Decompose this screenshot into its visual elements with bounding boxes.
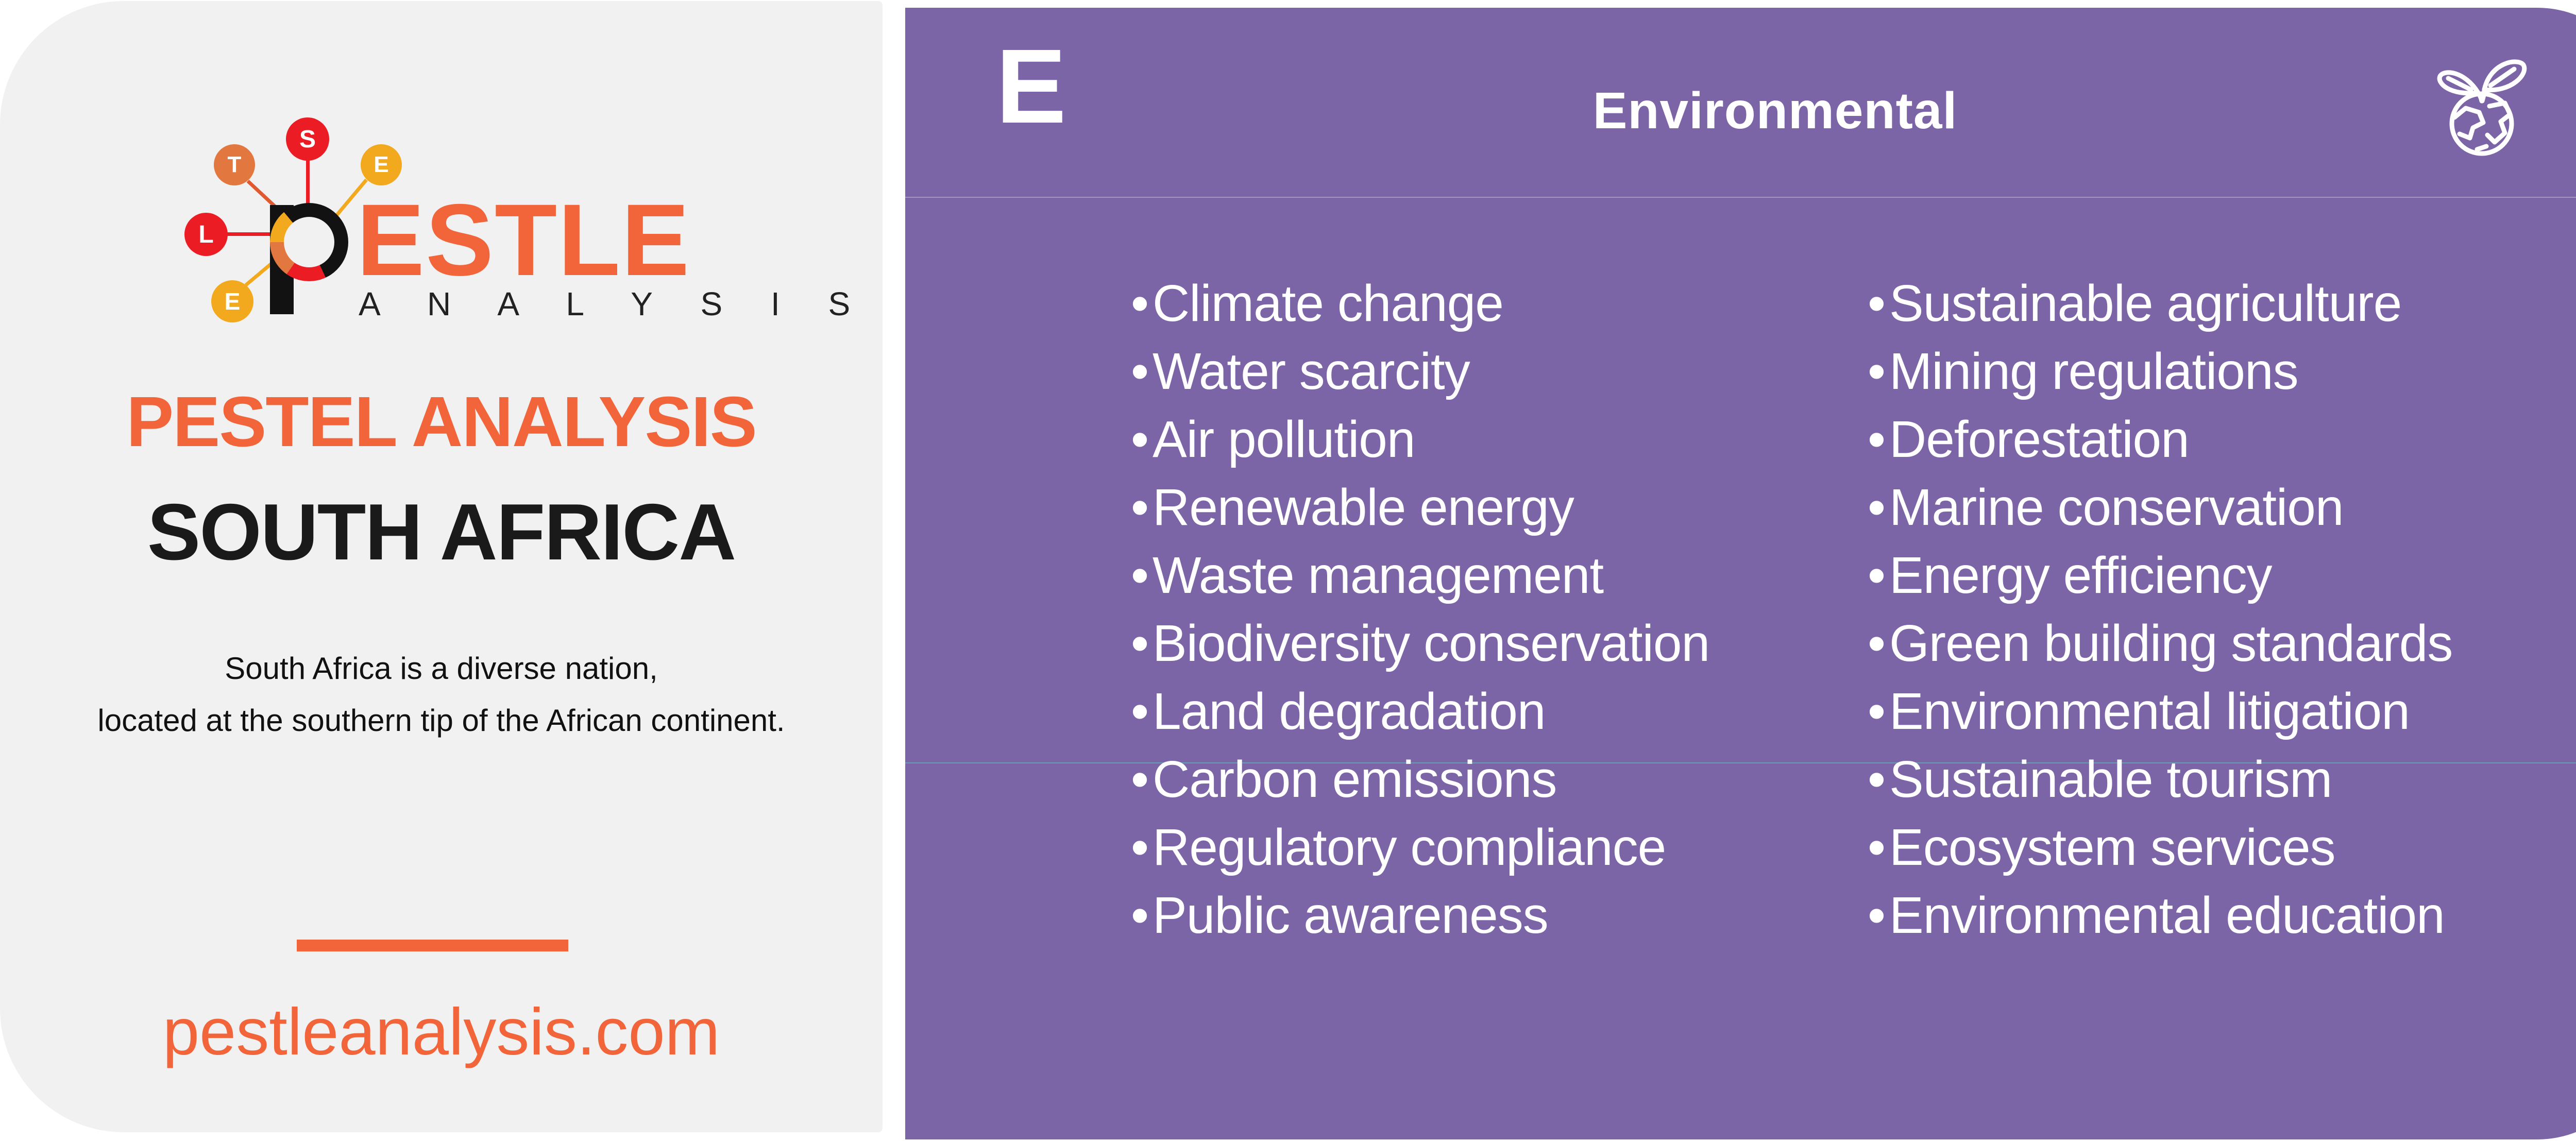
balloon-letter: E (224, 288, 241, 315)
logo-balloon-s: S (286, 117, 329, 161)
list-item: Climate change (1131, 269, 1709, 337)
list-item: Renewable energy (1131, 473, 1709, 541)
list-item: Water scarcity (1131, 337, 1709, 405)
list-item: Sustainable tourism (1868, 745, 2452, 813)
list-item: Carbon emissions (1131, 745, 1709, 813)
country-description: South Africa is a diverse nation, locate… (0, 642, 883, 746)
faint-teal-line (905, 762, 2576, 763)
slide-title: PESTEL ANALYSIS (126, 382, 757, 462)
list-item: Green building standards (1868, 609, 2453, 677)
section-letter: E (996, 27, 1066, 145)
logo-connector-line (306, 159, 310, 208)
slide-subtitle: SOUTH AFRICA (147, 487, 736, 576)
list-item: Regulatory compliance (1131, 813, 1709, 881)
logo-wordmark: ESTLE (357, 183, 691, 297)
list-item: Energy efficiency (1868, 541, 2452, 609)
list-item: Environmental litigation (1868, 677, 2452, 745)
list-item: Biodiversity conservation (1131, 609, 1710, 677)
earth-with-leaves-icon (2433, 57, 2531, 160)
logo-analysis-text: A N A L Y S I S (359, 285, 870, 322)
website-text: pestleanalysis.com (162, 995, 720, 1069)
logo-balloon-e: E (361, 144, 402, 185)
header-divider-line (905, 197, 2576, 198)
list-item: Mining regulations (1868, 337, 2452, 405)
section-title: Environmental (1592, 82, 1958, 140)
balloon-letter: T (227, 152, 242, 177)
orange-divider (297, 940, 568, 951)
balloon-letter: E (374, 152, 389, 177)
factor-list-left: Climate change Water scarcity Air pollut… (1131, 269, 1710, 949)
description-line-2: located at the southern tip of the Afric… (97, 703, 785, 738)
balloon-letter: L (198, 220, 214, 248)
logo-letter-p-bowl (284, 217, 334, 267)
environmental-panel: E Environmental Climate change Water sca… (905, 8, 2576, 1139)
list-item: Environmental education (1868, 881, 2452, 949)
list-item: Public awareness (1131, 881, 1709, 949)
factor-list-right: Sustainable agriculture Mining regulatio… (1868, 269, 2453, 949)
list-item: Waste management (1131, 541, 1709, 609)
list-item: Sustainable agriculture (1868, 269, 2452, 337)
balloon-letter: S (299, 125, 316, 153)
left-panel: T S E L E ESTLE A N A L Y S I S PESTEL A… (0, 1, 883, 1132)
list-item: Land degradation (1131, 677, 1709, 745)
logo-connector-line (227, 232, 274, 236)
list-item: Ecosystem services (1868, 813, 2452, 881)
list-item: Air pollution (1131, 405, 1709, 473)
logo-balloon-l: L (184, 213, 228, 256)
logo-balloon-e2: E (211, 280, 253, 322)
list-item: Deforestation (1868, 405, 2452, 473)
description-line-1: South Africa is a diverse nation, (225, 651, 658, 686)
list-item: Marine conservation (1868, 473, 2452, 541)
logo-balloon-t: T (214, 144, 255, 185)
